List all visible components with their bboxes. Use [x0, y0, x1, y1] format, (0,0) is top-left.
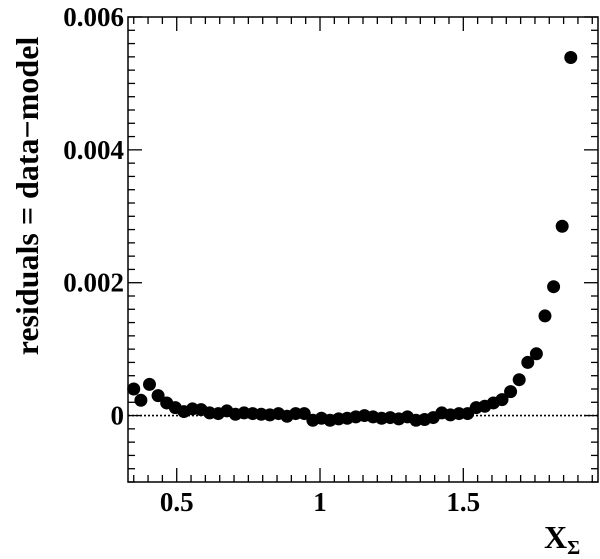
x-axis-title-main: X — [544, 519, 567, 555]
x-tick-label: 0.5 — [160, 487, 194, 517]
x-tick-label: 1 — [313, 487, 327, 517]
data-point — [512, 373, 526, 387]
data-point — [134, 393, 148, 407]
data-point — [521, 355, 535, 369]
data-point — [547, 280, 561, 294]
data-point — [127, 382, 141, 396]
data-point — [495, 393, 509, 407]
x-tick-label: 1.5 — [446, 487, 480, 517]
x-axis-ticks — [133, 17, 593, 482]
data-point — [564, 51, 578, 65]
x-tick-labels: 0.5 1 1.5 — [160, 487, 480, 517]
y-tick-label: 0.002 — [63, 268, 124, 298]
y-tick-labels: 0 0.002 0.004 0.006 — [63, 2, 124, 431]
data-point — [504, 385, 518, 399]
data-points — [127, 51, 578, 427]
y-tick-label: 0.004 — [63, 135, 124, 165]
data-point — [529, 347, 543, 361]
x-axis-title-subscript: Σ — [567, 537, 580, 559]
data-point — [151, 389, 165, 403]
x-axis-title: XΣ — [544, 519, 580, 559]
y-tick-label: 0 — [111, 401, 125, 431]
y-tick-label: 0.006 — [63, 2, 124, 32]
y-axis-title: residuals = data−model — [9, 37, 45, 356]
data-point — [538, 309, 552, 323]
y-axis-ticks — [128, 16, 598, 483]
data-point — [555, 219, 569, 233]
data-point — [142, 377, 156, 391]
